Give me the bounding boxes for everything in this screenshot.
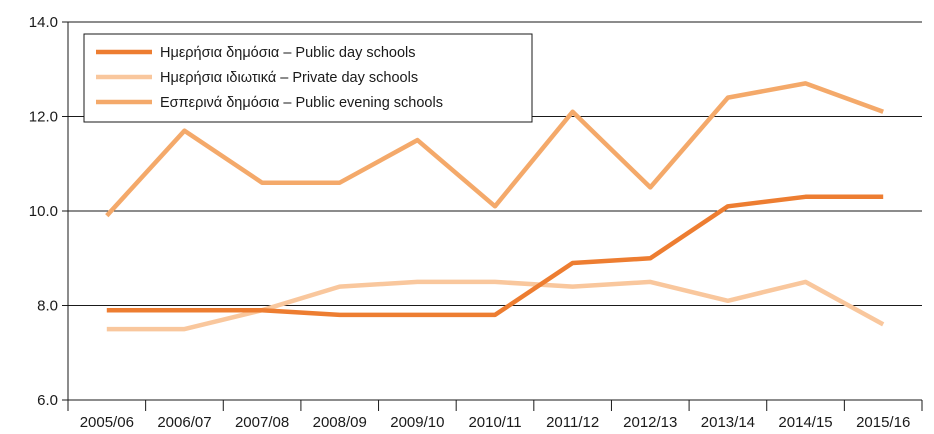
y-tick-label: 6.0 bbox=[37, 392, 58, 409]
x-tick-label: 2011/12 bbox=[546, 414, 599, 431]
x-tick-label: 2006/07 bbox=[157, 414, 211, 431]
x-tick-label: 2012/13 bbox=[623, 414, 677, 431]
y-tick-label: 10.0 bbox=[29, 203, 58, 220]
x-tick-label: 2009/10 bbox=[390, 414, 444, 431]
x-tick-label: 2014/15 bbox=[778, 414, 832, 431]
x-tick-label: 2015/16 bbox=[856, 414, 910, 431]
x-tick-label: 2007/08 bbox=[235, 414, 289, 431]
y-tick-label: 14.0 bbox=[29, 14, 58, 31]
series-line-0 bbox=[107, 197, 883, 315]
x-tick-label: 2010/11 bbox=[468, 414, 521, 431]
legend: Ημερήσια δημόσια – Public day schools Ημε… bbox=[84, 34, 532, 122]
x-tick-label: 2005/06 bbox=[80, 414, 134, 431]
y-tick-label: 12.0 bbox=[29, 109, 58, 126]
y-tick-label: 8.0 bbox=[37, 298, 58, 315]
legend-label-2: Εσπερινά δημόσια – Public evening school… bbox=[160, 95, 443, 111]
x-tick-label: 2013/14 bbox=[701, 414, 755, 431]
x-tick-label: 2008/09 bbox=[313, 414, 367, 431]
legend-label-0: Ημερήσια δημόσια – Public day schools bbox=[160, 45, 416, 61]
y-axis: 6.0 8.0 10.0 12.0 14.0 bbox=[29, 14, 68, 409]
legend-label-1: Ημερήσια ιδιωτικά – Private day schools bbox=[160, 70, 418, 86]
